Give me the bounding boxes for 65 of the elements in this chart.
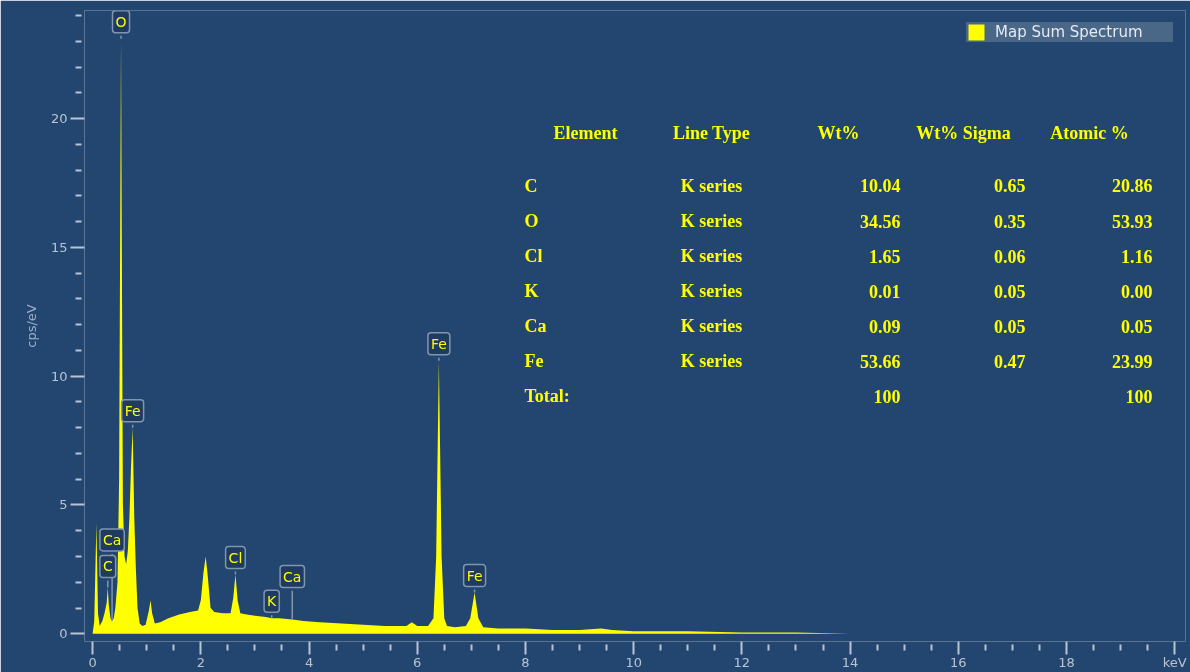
annotation: 0.09 [869, 316, 901, 337]
annotation: O [524, 211, 539, 232]
annotation: 53.93 [1112, 211, 1153, 232]
annotation: Atomic % [1050, 123, 1129, 144]
annotation: C [102, 558, 113, 575]
annotation: K [267, 593, 278, 610]
legend-label: Map Sum Spectrum [995, 23, 1144, 41]
annotation: 34.56 [860, 211, 901, 232]
annotation: Fe [124, 402, 141, 419]
x-tick-label: 4 [304, 654, 314, 670]
x-tick-label: 16 [950, 654, 967, 670]
x-tick-label: 18 [1058, 654, 1075, 670]
annotation: K series [680, 246, 743, 267]
annotation: Ca [524, 316, 547, 337]
annotation: Total: [524, 386, 570, 407]
x-tick-label: 10 [625, 654, 642, 670]
annotation: 20.86 [1112, 176, 1153, 197]
annotation: K series [680, 211, 743, 232]
annotation: 1.65 [869, 246, 901, 267]
annotation: 10.04 [860, 176, 901, 197]
annotation: Ca [283, 568, 302, 585]
annotation: 100 [1125, 386, 1153, 407]
annotation: 1.16 [1121, 246, 1153, 267]
annotation: 0.65 [994, 176, 1026, 197]
x-tick-label: 12 [733, 654, 751, 670]
annotation: Ca [102, 531, 122, 548]
annotation: C [524, 175, 538, 196]
annotation: K series [680, 175, 743, 196]
y-tick-label: 5 [59, 497, 68, 513]
annotation: 0.06 [994, 246, 1026, 267]
x-tick-label: 0 [88, 654, 97, 670]
annotation: 100 [873, 386, 901, 407]
annotation: Line Type [672, 123, 750, 144]
annotation: 0.47 [994, 351, 1026, 372]
x-tick-label: 2 [196, 654, 205, 670]
annotation: 0.05 [1121, 316, 1153, 337]
annotation: 0.35 [994, 211, 1026, 232]
annotation: Wt% Sigma [916, 123, 1011, 144]
annotation: Cl [524, 246, 543, 267]
y-axis-title: cps/eV [23, 304, 39, 348]
annotation: Wt% [817, 123, 860, 144]
annotation: 0.05 [994, 316, 1026, 337]
annotation: 0.01 [869, 281, 901, 302]
annotation: K [524, 281, 539, 302]
annotation: Fe [466, 567, 483, 584]
x-tick-label: 6 [413, 654, 422, 670]
annotation: K series [680, 351, 743, 372]
annotation: Element [553, 123, 618, 144]
x-tick-label: keV [1162, 654, 1187, 670]
annotation: Fe [524, 351, 544, 372]
annotation: K series [680, 281, 743, 302]
annotation: 0.05 [994, 281, 1026, 302]
annotation: 0.00 [1121, 281, 1153, 302]
annotation: O [115, 13, 127, 30]
y-tick-label: 10 [50, 368, 68, 384]
annotation: Fe [430, 335, 447, 352]
y-tick-label: 20 [50, 111, 68, 127]
x-tick-label: 14 [841, 654, 859, 670]
annotation: Cl [228, 549, 243, 566]
annotation: 53.66 [860, 351, 901, 372]
y-tick-label: 0 [59, 626, 68, 642]
annotation: 23.99 [1112, 351, 1153, 372]
annotation: K series [680, 316, 743, 337]
y-tick-label: 15 [50, 239, 68, 255]
x-tick-label: 8 [521, 654, 530, 670]
